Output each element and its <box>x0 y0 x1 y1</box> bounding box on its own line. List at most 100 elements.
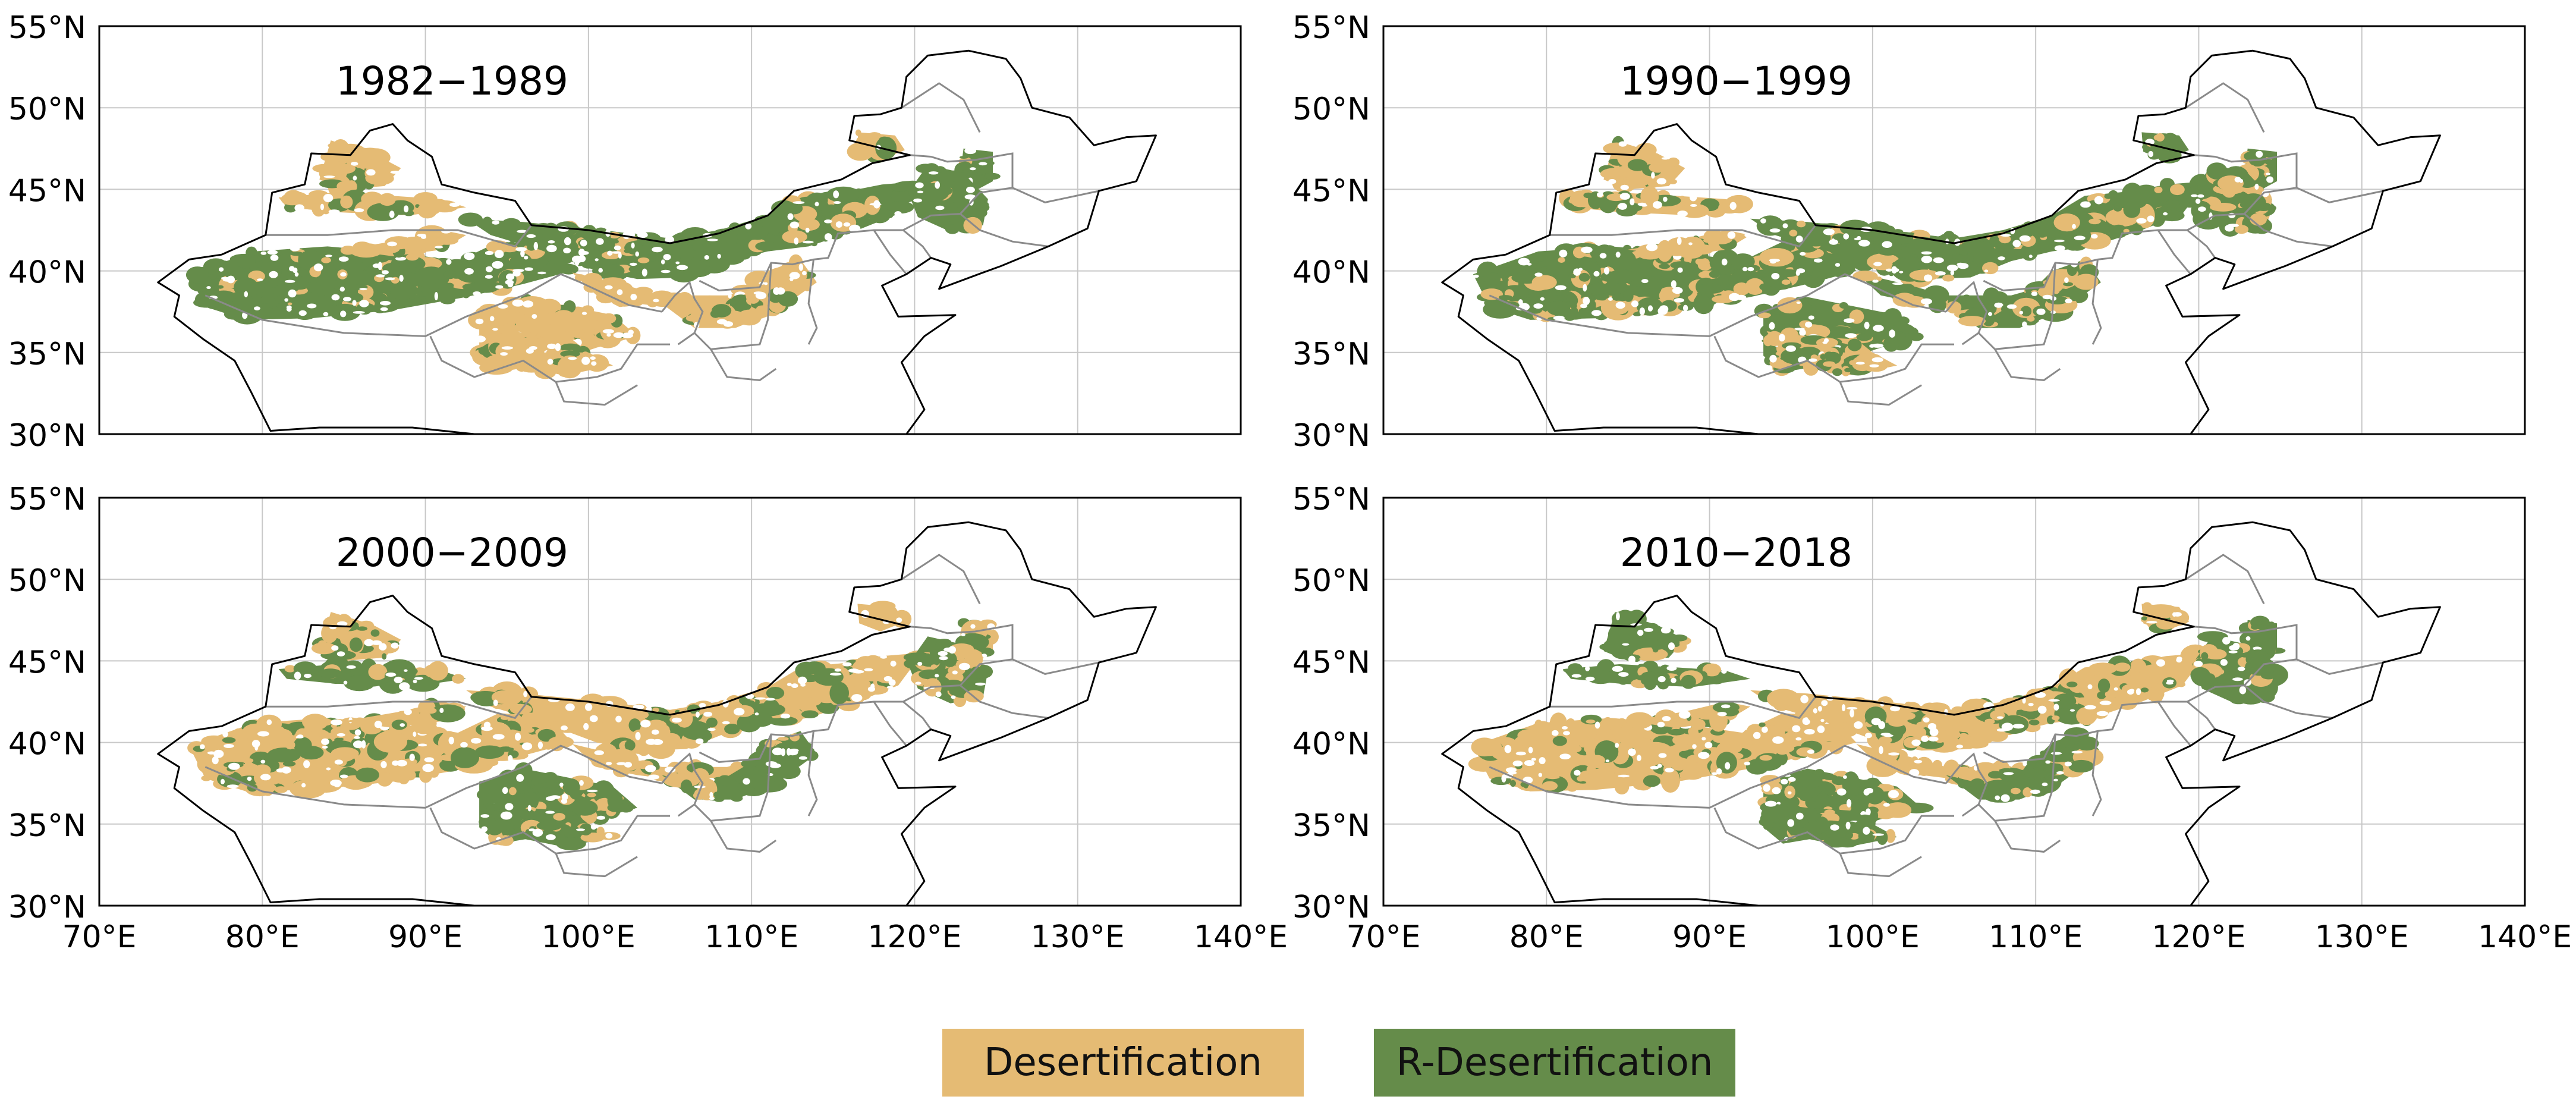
no-data-gap <box>1800 695 1808 703</box>
r-desertification-cell <box>724 724 740 734</box>
r-desertification-cell <box>801 710 819 718</box>
no-data-gap <box>254 306 260 310</box>
no-data-gap <box>396 759 407 767</box>
r-desertification-cell <box>2245 649 2270 669</box>
legend-swatch <box>1374 1029 1735 1097</box>
no-data-gap <box>260 774 271 781</box>
no-data-gap <box>2069 709 2075 712</box>
desertification-cell <box>521 712 538 721</box>
no-data-gap <box>617 289 623 296</box>
no-data-gap <box>446 259 452 265</box>
no-data-gap <box>531 314 537 319</box>
no-data-gap <box>2222 637 2231 645</box>
no-data-gap <box>1984 269 1989 273</box>
r-desertification-cell <box>1483 300 1518 319</box>
no-data-gap <box>323 175 335 178</box>
r-desertification-cell <box>2264 159 2273 165</box>
no-data-gap <box>1865 733 1872 739</box>
no-data-gap <box>1574 769 1581 776</box>
desertification-cell <box>1568 198 1579 204</box>
no-data-gap <box>2266 176 2274 183</box>
desertification-cell <box>1872 742 1899 764</box>
province-boundary <box>1549 224 1817 248</box>
no-data-gap <box>2234 177 2241 183</box>
no-data-gap <box>1620 184 1629 190</box>
no-data-gap <box>2220 659 2228 666</box>
no-data-gap <box>1615 743 1619 748</box>
r-desertification-cell <box>1987 771 2003 779</box>
no-data-gap <box>1920 298 1932 304</box>
no-data-gap <box>1845 333 1857 338</box>
desertification-cell <box>1565 718 1576 730</box>
r-desertification-cell <box>813 233 825 242</box>
no-data-gap <box>1641 279 1649 284</box>
no-data-gap <box>512 299 524 307</box>
desertification-cell <box>395 767 409 777</box>
r-desertification-cell <box>826 186 861 203</box>
no-data-gap <box>707 728 716 731</box>
no-data-gap <box>1651 172 1655 179</box>
no-data-gap <box>894 211 902 216</box>
no-data-gap <box>754 697 766 700</box>
desertification-cell <box>328 143 342 149</box>
no-data-gap <box>834 668 842 672</box>
no-data-gap <box>1753 731 1761 739</box>
desertification-cell <box>2205 649 2227 659</box>
no-data-gap <box>379 643 387 651</box>
no-data-gap <box>581 356 590 365</box>
desertification-cell <box>692 309 707 326</box>
no-data-gap <box>2228 651 2238 654</box>
no-data-gap <box>590 356 596 360</box>
desertification-cell <box>2011 787 2021 794</box>
no-data-gap <box>938 651 948 656</box>
panel-frame <box>98 497 1242 907</box>
no-data-gap <box>1909 769 1920 777</box>
no-data-gap <box>1657 676 1666 683</box>
no-data-gap <box>1637 629 1644 636</box>
no-data-gap <box>596 815 605 820</box>
r-desertification-cell <box>1486 272 1501 285</box>
no-data-gap <box>2045 760 2051 764</box>
desertification-cell <box>311 198 326 217</box>
r-desertification-cell <box>399 258 420 269</box>
no-data-gap <box>595 258 599 262</box>
r-desertification-cell <box>1641 288 1650 295</box>
no-data-gap <box>824 219 832 224</box>
no-data-gap <box>354 729 361 736</box>
map-panel: 1990−1999 30°N 35°N 40°N 45°N 50°N 55°N <box>1292 10 2526 454</box>
no-data-gap <box>1619 193 1630 200</box>
no-data-gap <box>787 683 792 686</box>
no-data-gap <box>935 674 939 678</box>
desertification-cell <box>2089 218 2101 225</box>
no-data-gap <box>797 676 807 684</box>
desertification-cell <box>599 277 627 289</box>
r-desertification-cell <box>716 242 743 253</box>
lat-tick-label: 50°N <box>8 92 86 127</box>
no-data-gap <box>495 285 504 289</box>
no-data-gap <box>1795 235 1803 243</box>
no-data-gap <box>285 279 295 283</box>
r-desertification-cell <box>888 212 893 218</box>
no-data-gap <box>2113 687 2118 691</box>
no-data-gap <box>575 828 586 831</box>
no-data-gap <box>1871 718 1881 725</box>
province-boundary <box>1994 348 2061 381</box>
no-data-gap <box>663 254 671 260</box>
province-boundaries <box>205 554 1099 878</box>
province-boundary <box>901 82 981 133</box>
province-boundaries <box>1489 82 2383 406</box>
no-data-gap <box>717 253 721 259</box>
no-data-gap <box>1665 768 1674 772</box>
no-data-gap <box>289 266 295 272</box>
panel-frame <box>98 25 1242 435</box>
no-data-gap <box>2054 245 2065 252</box>
no-data-gap <box>1721 704 1731 709</box>
desertification-cell <box>1589 755 1605 766</box>
r-desertification-cell <box>624 249 633 253</box>
r-desertification-cell <box>2185 186 2213 200</box>
no-data-gap <box>492 260 504 269</box>
no-data-gap <box>1656 178 1666 185</box>
desertification-cell <box>1959 733 1968 739</box>
no-data-gap <box>1841 704 1846 712</box>
r-desertification-cell <box>2141 616 2149 621</box>
